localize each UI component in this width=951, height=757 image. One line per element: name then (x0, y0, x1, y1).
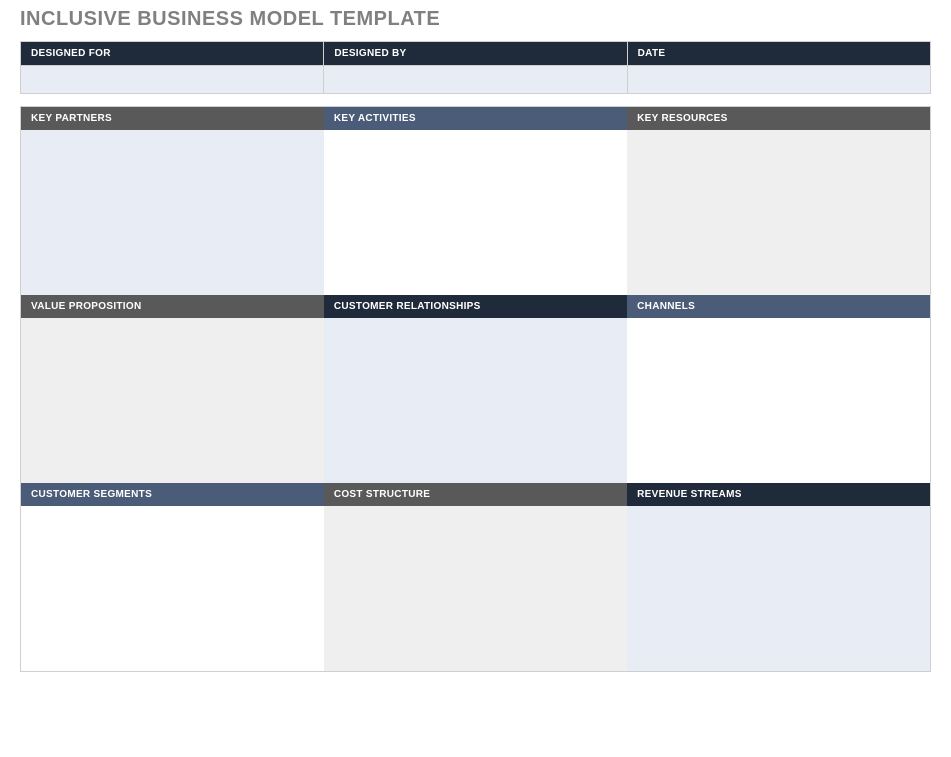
body-key-partners[interactable] (21, 130, 324, 295)
meta-header-date: DATE (627, 42, 930, 66)
meta-cell-date[interactable] (627, 66, 930, 94)
meta-header-designed-for: DESIGNED FOR (21, 42, 324, 66)
header-customer-relationships: CUSTOMER RELATIONSHIPS (324, 295, 627, 318)
header-key-resources: KEY RESOURCES (627, 107, 930, 131)
body-key-activities[interactable] (324, 130, 627, 295)
body-value-proposition[interactable] (21, 318, 324, 483)
page-title: INCLUSIVE BUSINESS MODEL TEMPLATE (20, 8, 931, 31)
body-revenue-streams[interactable] (627, 506, 930, 671)
meta-cell-designed-for[interactable] (21, 66, 324, 94)
body-customer-relationships[interactable] (324, 318, 627, 483)
body-customer-segments[interactable] (21, 506, 324, 671)
body-channels[interactable] (627, 318, 930, 483)
header-customer-segments: CUSTOMER SEGMENTS (21, 483, 324, 506)
header-key-activities: KEY ACTIVITIES (324, 107, 627, 131)
header-key-partners: KEY PARTNERS (21, 107, 324, 131)
body-key-resources[interactable] (627, 130, 930, 295)
meta-cell-designed-by[interactable] (324, 66, 627, 94)
meta-header-designed-by: DESIGNED BY (324, 42, 627, 66)
header-revenue-streams: REVENUE STREAMS (627, 483, 930, 506)
body-cost-structure[interactable] (324, 506, 627, 671)
meta-table: DESIGNED FOR DESIGNED BY DATE (20, 41, 931, 94)
canvas-table: KEY PARTNERS KEY ACTIVITIES KEY RESOURCE… (20, 106, 931, 672)
header-channels: CHANNELS (627, 295, 930, 318)
header-value-proposition: VALUE PROPOSITION (21, 295, 324, 318)
header-cost-structure: COST STRUCTURE (324, 483, 627, 506)
